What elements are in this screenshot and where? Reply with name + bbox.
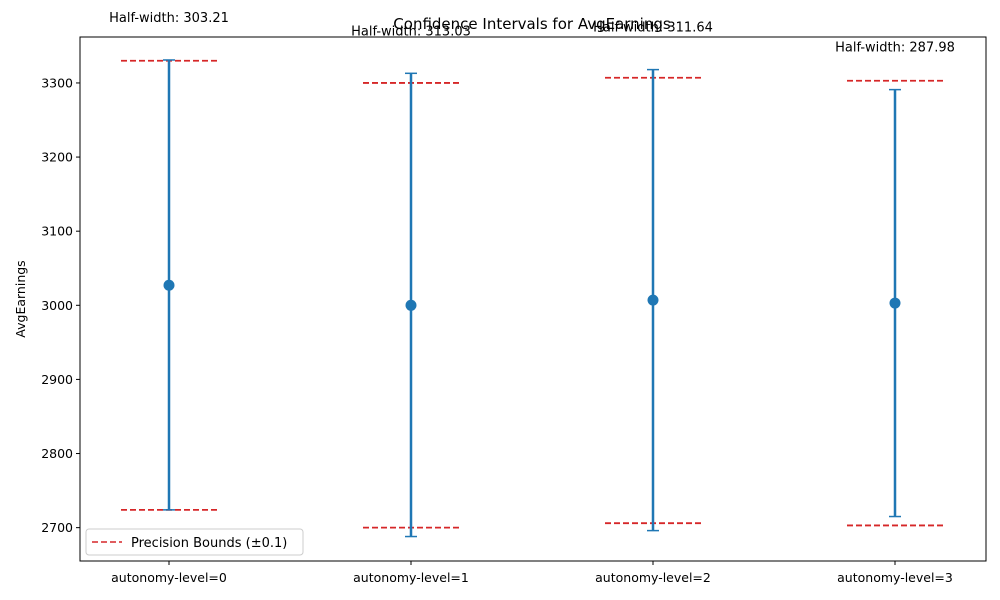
y-tick-label: 3200 <box>41 150 73 165</box>
y-tick-label: 2800 <box>41 446 73 461</box>
axes-frame <box>79 36 987 562</box>
legend-frame <box>85 528 304 556</box>
y-tick-label: 3300 <box>41 75 73 90</box>
half-width-annotation: Half-width: 287.98 <box>835 41 955 56</box>
x-tick-label: autonomy-level=1 <box>353 570 469 585</box>
y-tick-label: 2700 <box>41 520 73 535</box>
half-width-annotation: Half-width: 303.21 <box>109 11 229 26</box>
legend: Precision Bounds (±0.1) <box>85 528 304 556</box>
mean-point <box>647 294 659 306</box>
y-tick-label: 3000 <box>41 298 73 313</box>
x-tick-label: autonomy-level=0 <box>111 570 227 585</box>
y-tick-label: 3100 <box>41 224 73 239</box>
mean-point <box>889 297 901 309</box>
mean-point <box>405 299 417 311</box>
x-tick-label: autonomy-level=2 <box>595 570 711 585</box>
mean-point <box>163 279 175 291</box>
x-tick-label: autonomy-level=3 <box>837 570 953 585</box>
y-axis-label: AvgEarnings <box>13 260 28 337</box>
plot-area: 2700 2800 2900 3000 3100 3200 3300 autonomy-lev… <box>41 11 955 585</box>
chart-title: Confidence Intervals for AvgEarnings <box>393 15 671 33</box>
half-width-annotation: Half-width: 313.03 <box>351 24 471 39</box>
legend-label: Precision Bounds (±0.1) <box>131 536 287 551</box>
half-width-annotation: Half-width: 311.64 <box>593 21 713 36</box>
y-tick-label: 2900 <box>41 372 73 387</box>
